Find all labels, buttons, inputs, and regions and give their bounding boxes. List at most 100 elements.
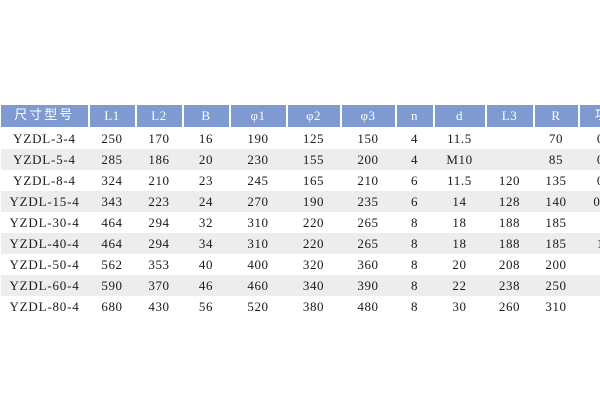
cell-phi2: 340 <box>286 275 341 296</box>
cell-phi3: 235 <box>340 191 396 212</box>
cell-l1: 250 <box>88 127 136 149</box>
cell-n: 6 <box>395 170 434 191</box>
cell-l1: 590 <box>88 275 136 296</box>
cell-model: YZDL-30-4 <box>0 212 89 233</box>
cell-phi3: 210 <box>340 170 396 191</box>
cell-l1: 562 <box>88 254 136 275</box>
column-header-phi3[interactable]: φ3 <box>339 104 397 128</box>
cell-d: M10 <box>433 149 486 170</box>
cell-model: YZDL-15-4 <box>0 191 89 212</box>
cell-phi3: 150 <box>340 127 396 149</box>
cell-phi1: 460 <box>229 275 287 296</box>
cell-phi3: 265 <box>340 212 396 233</box>
cell-power: 1.84 <box>578 233 600 254</box>
column-header-phi2[interactable]: φ2 <box>285 104 342 128</box>
cell-power: 0.735 <box>578 191 600 212</box>
cell-r: 250 <box>533 275 579 296</box>
cell-l2: 186 <box>135 149 183 170</box>
cell-l2: 370 <box>135 275 183 296</box>
cell-l2: 223 <box>135 191 183 212</box>
cell-phi3: 390 <box>340 275 396 296</box>
cell-l2: 210 <box>135 170 183 191</box>
cell-model: YZDL-8-4 <box>0 170 89 191</box>
cell-power: 0.37 <box>578 149 600 170</box>
cell-b: 24 <box>182 191 230 212</box>
table-header-row: 尺寸型号L1L2Bφ1φ2φ3ndL3R功率 <box>0 104 600 128</box>
cell-b: 40 <box>182 254 230 275</box>
cell-phi2: 190 <box>286 191 341 212</box>
cell-l3: 128 <box>485 191 534 212</box>
column-header-l3[interactable]: L3 <box>484 104 535 128</box>
cell-l1: 285 <box>88 149 136 170</box>
cell-d: 30 <box>433 296 486 317</box>
column-header-d[interactable]: d <box>432 104 487 128</box>
cell-n: 8 <box>395 275 434 296</box>
cell-r: 185 <box>533 212 579 233</box>
cell-d: 20 <box>433 254 486 275</box>
cell-power: 2.2 <box>578 254 600 275</box>
cell-l1: 464 <box>88 233 136 254</box>
table-row: YZDL-50-4562353404003203608202082002.2 <box>0 254 600 275</box>
cell-phi2: 220 <box>286 233 341 254</box>
column-header-l1[interactable]: L1 <box>87 104 137 128</box>
cell-phi3: 265 <box>340 233 396 254</box>
cell-l3 <box>485 149 534 170</box>
column-header-power[interactable]: 功率 <box>577 104 600 128</box>
cell-b: 20 <box>182 149 230 170</box>
cell-model: YZDL-50-4 <box>0 254 89 275</box>
motor-dimension-spec-table: 尺寸型号L1L2Bφ1φ2φ3ndL3R功率 YZDL-3-4250170161… <box>0 104 600 317</box>
cell-phi1: 230 <box>229 149 287 170</box>
cell-power: 0.55 <box>578 170 600 191</box>
column-header-model[interactable]: 尺寸型号 <box>0 104 90 128</box>
cell-n: 8 <box>395 233 434 254</box>
table-row: YZDL-80-4680430565203804808302603105.5 <box>0 296 600 317</box>
cell-model: YZDL-80-4 <box>0 296 89 317</box>
cell-n: 4 <box>395 149 434 170</box>
cell-model: YZDL-60-4 <box>0 275 89 296</box>
cell-l2: 294 <box>135 233 183 254</box>
cell-phi1: 310 <box>229 233 287 254</box>
cell-l3: 260 <box>485 296 534 317</box>
cell-d: 14 <box>433 191 486 212</box>
cell-phi1: 245 <box>229 170 287 191</box>
cell-n: 8 <box>395 254 434 275</box>
column-header-l2[interactable]: L2 <box>134 104 184 128</box>
cell-power: 1.5 <box>578 212 600 233</box>
spec-table-container: 尺寸型号L1L2Bφ1φ2φ3ndL3R功率 YZDL-3-4250170161… <box>0 104 600 317</box>
cell-r: 70 <box>533 127 579 149</box>
cell-l3: 120 <box>485 170 534 191</box>
cell-l3: 188 <box>485 212 534 233</box>
cell-phi2: 320 <box>286 254 341 275</box>
column-header-phi1[interactable]: φ1 <box>228 104 288 128</box>
cell-l2: 170 <box>135 127 183 149</box>
cell-b: 23 <box>182 170 230 191</box>
column-header-b[interactable]: B <box>181 104 231 128</box>
cell-power: 0.12 <box>578 127 600 149</box>
cell-l2: 353 <box>135 254 183 275</box>
column-header-r[interactable]: R <box>532 104 580 128</box>
table-body: YZDL-3-425017016190125150411.5700.12YZDL… <box>0 127 600 317</box>
cell-n: 4 <box>395 127 434 149</box>
cell-n: 8 <box>395 212 434 233</box>
cell-phi3: 360 <box>340 254 396 275</box>
cell-power: 5.5 <box>578 296 600 317</box>
cell-l3: 188 <box>485 233 534 254</box>
cell-phi2: 165 <box>286 170 341 191</box>
table-row: YZDL-40-4464294343102202658181881851.84 <box>0 233 600 254</box>
cell-phi1: 310 <box>229 212 287 233</box>
cell-n: 6 <box>395 191 434 212</box>
column-header-n[interactable]: n <box>394 104 435 128</box>
cell-l1: 464 <box>88 212 136 233</box>
cell-phi3: 200 <box>340 149 396 170</box>
cell-l2: 430 <box>135 296 183 317</box>
cell-phi1: 400 <box>229 254 287 275</box>
cell-r: 140 <box>533 191 579 212</box>
cell-n: 8 <box>395 296 434 317</box>
cell-r: 310 <box>533 296 579 317</box>
cell-phi1: 520 <box>229 296 287 317</box>
cell-r: 85 <box>533 149 579 170</box>
